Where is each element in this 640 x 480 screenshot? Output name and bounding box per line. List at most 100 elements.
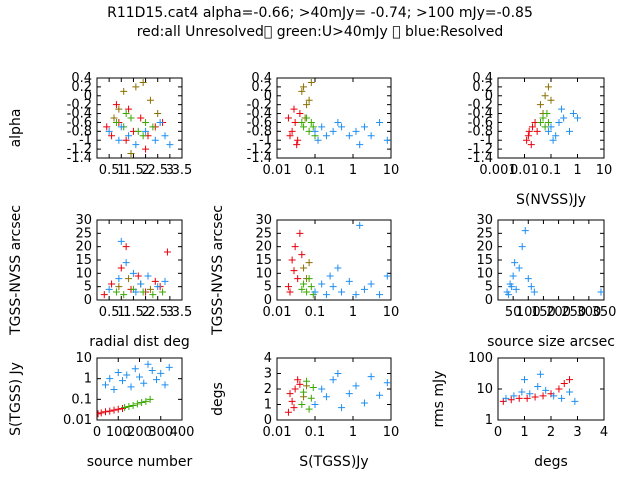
data-point-green: [149, 123, 157, 131]
figure-title-line1: R11D15.cat4 alpha=-0.66; >40mJy= -0.74; …: [107, 5, 533, 21]
x-axis-label: degs: [534, 454, 568, 470]
data-point-blue: [311, 127, 319, 135]
data-point-red: [294, 376, 302, 384]
data-point-blue: [527, 283, 535, 291]
data-point-blue: [518, 243, 526, 251]
y-tick-label: 3: [264, 367, 272, 382]
plot-frame: [497, 357, 605, 421]
data-point-green: [309, 383, 317, 391]
data-point-red: [290, 105, 298, 113]
data-point-red: [114, 405, 122, 413]
data-point-blue: [154, 283, 162, 291]
data-point-blue: [105, 285, 113, 293]
data-point-blue: [502, 394, 510, 402]
data-point-blue: [161, 277, 169, 285]
y-tick-label: -1.2: [247, 142, 272, 157]
data-point-red: [286, 288, 294, 296]
y-tick-label: 20: [255, 240, 272, 255]
data-point-red: [524, 132, 532, 140]
x-tick-label: 2: [141, 305, 149, 320]
data-point-red: [286, 390, 294, 398]
data-point-red: [294, 275, 302, 283]
data-point-green: [539, 114, 547, 122]
y-tick-label: 4: [264, 351, 272, 366]
data-point-blue: [144, 272, 152, 280]
data-point-red: [294, 136, 302, 144]
y-tick-label: 20: [75, 240, 92, 255]
x-tick-label: 350: [592, 305, 617, 320]
data-points: [103, 78, 174, 158]
y-axis-label: S(TGSS) Jy: [8, 362, 24, 436]
data-point-blue: [166, 141, 174, 149]
data-point-red: [102, 408, 109, 416]
x-tick-label: 2: [547, 425, 555, 440]
data-point-blue: [383, 136, 391, 144]
data-point-blue: [509, 272, 517, 280]
data-point-red: [284, 283, 292, 291]
data-point-red: [108, 280, 116, 288]
data-point-blue: [314, 136, 322, 144]
data-point-blue: [526, 390, 534, 398]
data-point-olive: [544, 83, 552, 91]
x-tick-label: 10: [383, 425, 400, 440]
data-point-blue: [165, 363, 173, 371]
data-point-red: [100, 291, 108, 299]
data-point-green: [138, 399, 146, 407]
y-tick-label: 25: [75, 226, 92, 241]
x-tick-label: 100: [106, 425, 131, 440]
data-point-olive: [115, 105, 123, 113]
x-axis-label: source size arcsec: [487, 334, 615, 350]
data-point-green: [543, 110, 551, 118]
y-tick-label: -1.4: [67, 151, 92, 166]
x-tick-label: 0.01: [263, 305, 292, 320]
data-point-blue: [505, 291, 513, 299]
data-point-olive: [146, 285, 154, 293]
data-point-green: [309, 123, 317, 131]
data-point-blue: [549, 136, 557, 144]
y-tick-label: -0.4: [247, 107, 272, 122]
data-point-olive: [154, 110, 162, 118]
y-tick-label: -1.2: [67, 142, 92, 157]
data-point-red: [290, 404, 298, 412]
y-tick-label: 15: [75, 253, 92, 268]
y-tick-label: -0.4: [67, 107, 92, 122]
x-tick-label: 4: [600, 425, 608, 440]
x-tick-label: 200: [127, 425, 152, 440]
data-point-green: [305, 275, 313, 283]
data-point-blue: [137, 280, 145, 288]
data-point-blue: [338, 404, 346, 412]
data-point-green: [541, 123, 549, 131]
data-point-blue: [521, 376, 528, 384]
data-point-blue: [148, 366, 156, 374]
data-point-green: [159, 288, 167, 296]
data-point-blue: [338, 123, 346, 131]
y-tick-label: -0.6: [67, 115, 92, 130]
data-point-green: [300, 388, 308, 396]
data-point-red: [122, 243, 130, 251]
data-point-red: [293, 141, 301, 149]
y-tick-label: -0.2: [247, 98, 272, 113]
data-point-green: [112, 288, 120, 296]
x-tick-label: 1: [117, 163, 125, 178]
data-point-red: [291, 118, 299, 126]
data-point-blue: [345, 132, 353, 140]
data-point-red: [284, 408, 292, 416]
data-point-blue: [597, 288, 604, 296]
data-point-red: [125, 105, 133, 113]
data-point-red: [288, 397, 296, 405]
data-point-green: [139, 288, 147, 296]
data-point-blue: [524, 275, 532, 283]
data-point-blue: [318, 385, 326, 393]
data-point-green: [142, 397, 150, 405]
data-point-blue: [352, 291, 360, 299]
data-point-blue: [153, 376, 160, 384]
y-tick-label: -0.6: [247, 115, 272, 130]
x-tick-label: 100: [516, 305, 541, 320]
x-axis-label: S(NVSS)Jy: [516, 192, 586, 208]
data-point-red: [142, 145, 150, 153]
